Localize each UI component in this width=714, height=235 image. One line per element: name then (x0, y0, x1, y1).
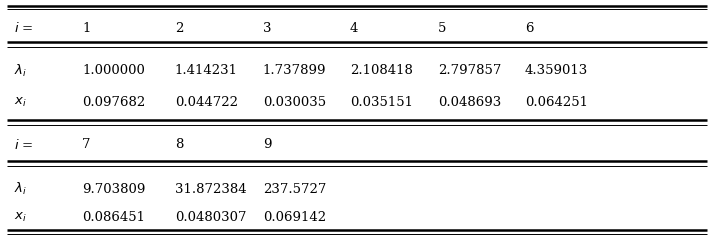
Text: 7: 7 (82, 138, 91, 151)
Text: $\lambda_i$: $\lambda_i$ (14, 63, 27, 78)
Text: 3: 3 (263, 22, 271, 35)
Text: 5: 5 (438, 22, 446, 35)
Text: 0.030035: 0.030035 (263, 96, 326, 109)
Text: 9.703809: 9.703809 (82, 183, 146, 196)
Text: 0.044722: 0.044722 (175, 96, 238, 109)
Text: 0.069142: 0.069142 (263, 211, 326, 224)
Text: 2.108418: 2.108418 (350, 64, 413, 77)
Text: 1: 1 (82, 22, 91, 35)
Text: $x_i$: $x_i$ (14, 211, 27, 224)
Text: 4: 4 (350, 22, 358, 35)
Text: 2: 2 (175, 22, 183, 35)
Text: 31.872384: 31.872384 (175, 183, 246, 196)
Text: 2.797857: 2.797857 (438, 64, 501, 77)
Text: 8: 8 (175, 138, 183, 151)
Text: 237.5727: 237.5727 (263, 183, 326, 196)
Text: 0.097682: 0.097682 (82, 96, 146, 109)
Text: 0.035151: 0.035151 (350, 96, 413, 109)
Text: $\lambda_i$: $\lambda_i$ (14, 181, 27, 197)
Text: 0.0480307: 0.0480307 (175, 211, 246, 224)
Text: $i$ =: $i$ = (14, 137, 34, 152)
Text: $x_i$: $x_i$ (14, 96, 27, 109)
Text: 0.086451: 0.086451 (82, 211, 145, 224)
Text: $i$ =: $i$ = (14, 21, 34, 35)
Text: 0.064251: 0.064251 (525, 96, 588, 109)
Text: 9: 9 (263, 138, 271, 151)
Text: 6: 6 (525, 22, 533, 35)
Text: 4.359013: 4.359013 (525, 64, 588, 77)
Text: 1.414231: 1.414231 (175, 64, 238, 77)
Text: 1.000000: 1.000000 (82, 64, 145, 77)
Text: 1.737899: 1.737899 (263, 64, 326, 77)
Text: 0.048693: 0.048693 (438, 96, 501, 109)
